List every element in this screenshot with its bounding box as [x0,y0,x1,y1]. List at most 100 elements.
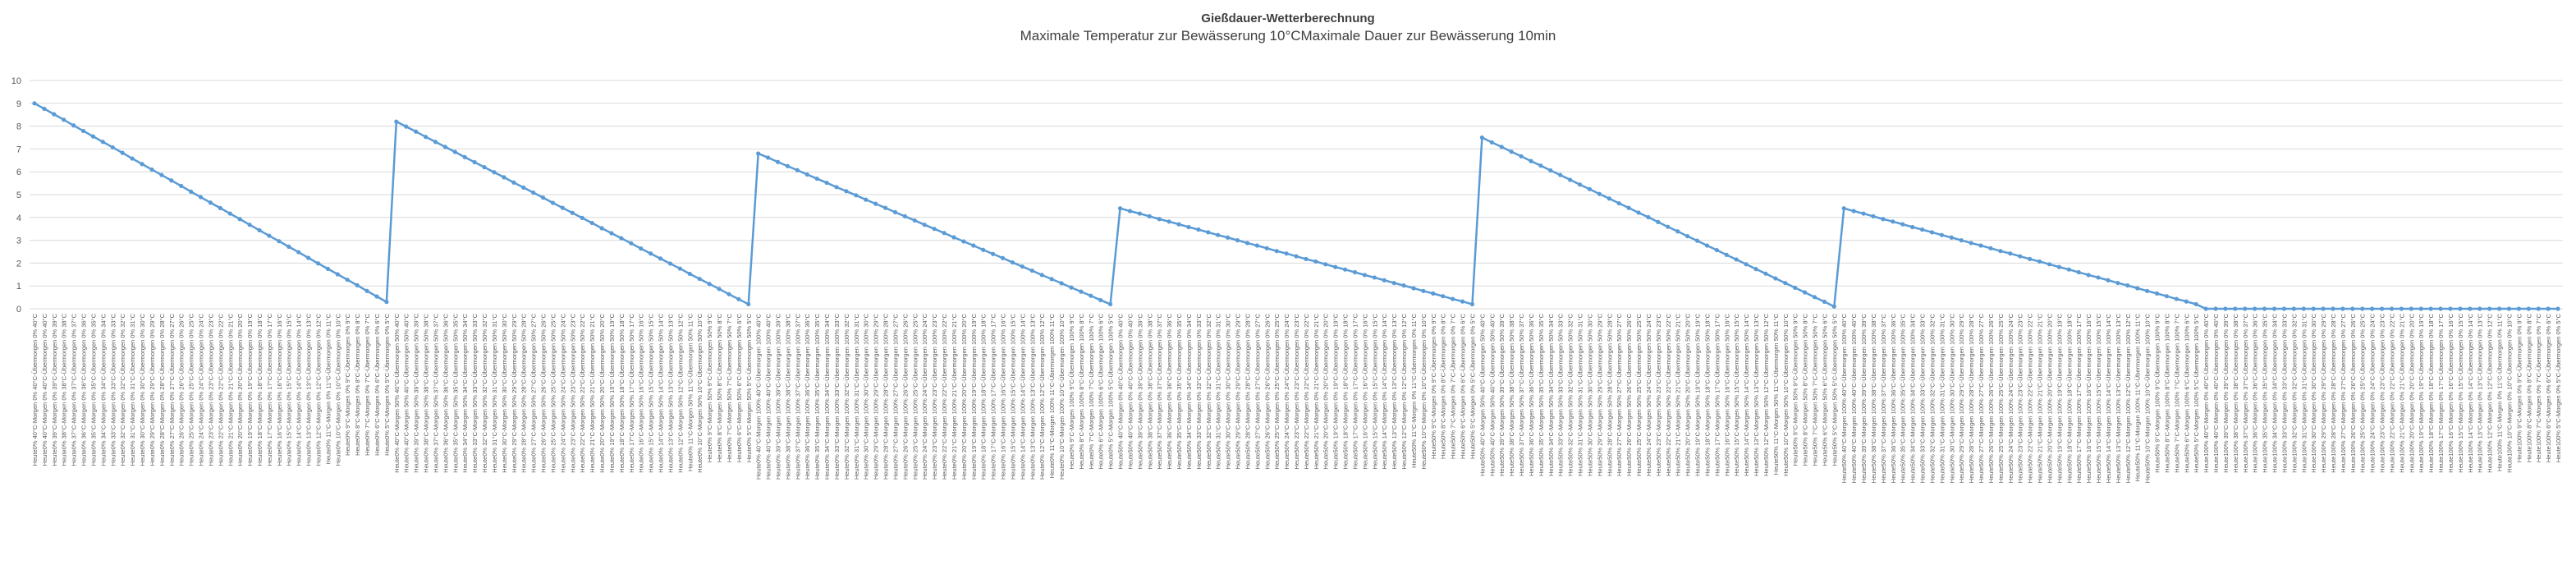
data-point [257,227,262,232]
x-tick-label: Heute0% 25°C-Morgen 50% 25°C-Übermorgen … [549,313,557,472]
data-point [2223,306,2228,311]
data-point [814,176,819,181]
data-point [1460,299,1465,304]
x-tick-label: Heute0% 31°C-Morgen 100% 31°C-Übermorgen… [853,313,860,480]
data-point [1675,229,1680,234]
x-tick-label: Heute0% 25°C-Morgen 0% 25°C-Übermorgen 0… [188,313,195,466]
x-tick-label: Heute0% 19°C-Morgen 50% 19°C-Übermorgen … [608,313,616,472]
data-point [1127,209,1133,214]
data-point [2399,306,2404,311]
data-point [961,239,966,244]
data-point [844,189,849,194]
x-tick-label: Heute0% 39°C-Morgen 100% 39°C-Übermorgen… [775,313,782,480]
x-tick-label: Heute0% 33°C-Morgen 100% 33°C-Übermorgen… [833,313,841,480]
x-tick-label: Heute0% 14°C-Morgen 100% 14°C-Übermorgen… [1019,313,1026,480]
data-point [804,172,809,177]
data-point [364,288,369,293]
x-tick-label: Heute100% 17°C-Morgen 0% 17°C-Übermorgen… [2437,313,2445,472]
data-point [1362,273,1368,278]
data-point [649,251,653,256]
y-tick-label: 4 [16,214,21,223]
data-point [1029,268,1034,273]
x-tick-label: Heute0% 24°C-Morgen 0% 24°C-Übermorgen 0… [198,313,205,466]
x-tick-label: Heute50% 23°C-Morgen 0% 23°C-Übermorgen … [1293,313,1300,469]
x-tick-label: Heute100% 18°C-Morgen 0% 18°C-Übermorgen… [2427,313,2435,472]
data-point [677,266,682,271]
data-point [1773,276,1778,281]
x-tick-label: Heute0% 33°C-Morgen 0% 33°C-Übermorgen 0… [109,313,117,466]
data-point [2546,306,2551,311]
data-point [854,193,859,198]
x-tick-label: Heute0% 39°C-Morgen 50% 39°C-Übermorgen … [413,313,420,472]
data-point [42,106,47,112]
data-point [1577,182,1583,187]
data-point [1978,243,1983,248]
data-point [80,128,86,134]
x-tick-label: Heute50% 32°C-Morgen 0% 32°C-Übermorgen … [1205,313,1212,469]
x-tick-label: Heute50% 30°C-Morgen 100% 30°C-Übermorge… [1948,313,1955,483]
x-tick-label: Heute0% 7°C-Morgen 100% 7°C-Übermorgen 1… [1088,313,1095,469]
x-tick-label: Heute0% 8°C-Morgen 100% 8°C-Übermorgen 1… [1078,313,1085,469]
x-tick-label: Heute0% 18°C-Morgen 0% 18°C-Übermorgen 0… [256,313,264,466]
x-tick-label: Heute0% 34°C-Morgen 50% 34°C-Übermorgen … [461,313,469,472]
x-tick-label: Heute0% 33°C-Morgen 50% 33°C-Übermorgen … [471,313,479,472]
x-tick-label: Heute50% 15°C-Morgen 100% 15°C-Übermorge… [2095,313,2102,483]
data-point [1714,247,1719,253]
data-point [667,261,673,266]
data-point [1626,205,1631,210]
data-point [1499,145,1504,149]
data-point [2340,306,2345,311]
x-tick-label: Heute100% 9°C-Morgen 0% 9°C-Übermorgen 0… [2515,313,2523,462]
x-tick-label: Heute50% 23°C-Morgen 100% 23°C-Übermorge… [2017,313,2024,483]
x-tick-label: Heute0% 16°C-Morgen 0% 16°C-Übermorgen 0… [276,313,283,466]
x-tick-label: Heute0% 40°C-Morgen 100% 40°C-Übermorgen… [765,313,772,480]
data-point [2037,259,2042,264]
x-tick-label: Heute0% 29°C-Morgen 50% 29°C-Übermorgen … [511,313,518,472]
x-tick-label: Heute50% 20°C-Morgen 100% 20°C-Übermorge… [2046,313,2053,483]
data-point [1108,301,1113,307]
data-point [286,244,291,249]
data-point [296,250,301,255]
data-point [2448,306,2453,311]
x-tick-label: Heute100% 32°C-Morgen 0% 32°C-Übermorgen… [2290,313,2298,472]
x-tick-label: Heute50% 20°C-Morgen 50% 20°C-Übermorgen… [1684,313,1692,475]
x-tick-label: Heute50% 25°C-Morgen 100% 25°C-Übermorge… [1997,313,2005,483]
data-point [795,168,800,172]
data-point [1167,219,1171,224]
x-tick-label: Heute0% 26°C-Morgen 0% 26°C-Übermorgen 0… [178,313,186,466]
x-tick-label: Heute50% 7°C-Morgen 100% 7°C-Übermorgen … [2173,313,2180,472]
x-tick-label: Heute50% 33°C-Morgen 50% 33°C-Übermorgen… [1557,313,1565,475]
x-tick-label: Heute50% 19°C-Morgen 50% 19°C-Übermorgen… [1694,313,1702,475]
data-point [932,227,937,232]
data-point [188,189,194,194]
data-point [1206,230,1211,235]
data-point [1304,256,1309,261]
x-tick-label: Heute0% 21°C-Morgen 100% 21°C-Übermorgen… [951,313,958,480]
data-point [2496,306,2502,311]
x-tick-label: Heute100% 38°C-Morgen 0% 38°C-Übermorgen… [2232,313,2239,472]
data-point [1147,214,1152,219]
x-tick-label: Heute50% 11°C-Morgen 0% 11°C-Übermorgen … [1410,313,1418,467]
data-point [394,119,399,124]
x-tick-label: Heute0% 38°C-Morgen 50% 38°C-Übermorgen … [423,313,430,472]
data-point [2370,306,2375,311]
data-point [1049,277,1054,282]
x-tick-label: Heute50% 18°C-Morgen 50% 18°C-Übermorgen… [1703,313,1711,475]
data-point [589,220,594,226]
data-point [1724,252,1729,257]
data-point [2360,306,2365,311]
x-tick-label: Heute100% 37°C-Morgen 0% 37°C-Übermorgen… [2242,313,2249,472]
x-tick-label: Heute0% 27°C-Morgen 100% 27°C-Übermorgen… [892,313,899,480]
data-point [335,272,340,277]
x-tick-label: Heute50% 40°C-Morgen 100% 40°C-Übermorge… [1850,313,1858,483]
data-point [1421,288,1426,293]
x-tick-label: Heute50% 36°C-Morgen 0% 36°C-Übermorgen … [1166,313,1173,469]
x-tick-label: Heute0% 9°C-Morgen 100% 9°C-Übermorgen 1… [1068,313,1075,469]
data-point [2135,286,2140,291]
data-point [687,271,692,277]
x-tick-label: Heute50% 36°C-Morgen 50% 36°C-Übermorgen… [1528,313,1535,475]
x-tick-label: Heute50% 14°C-Morgen 50% 14°C-Übermorgen… [1743,313,1750,475]
data-point [550,200,556,205]
x-tick-label: Heute0% 26°C-Morgen 100% 26°C-Übermorgen… [901,313,909,480]
data-point [198,195,204,200]
